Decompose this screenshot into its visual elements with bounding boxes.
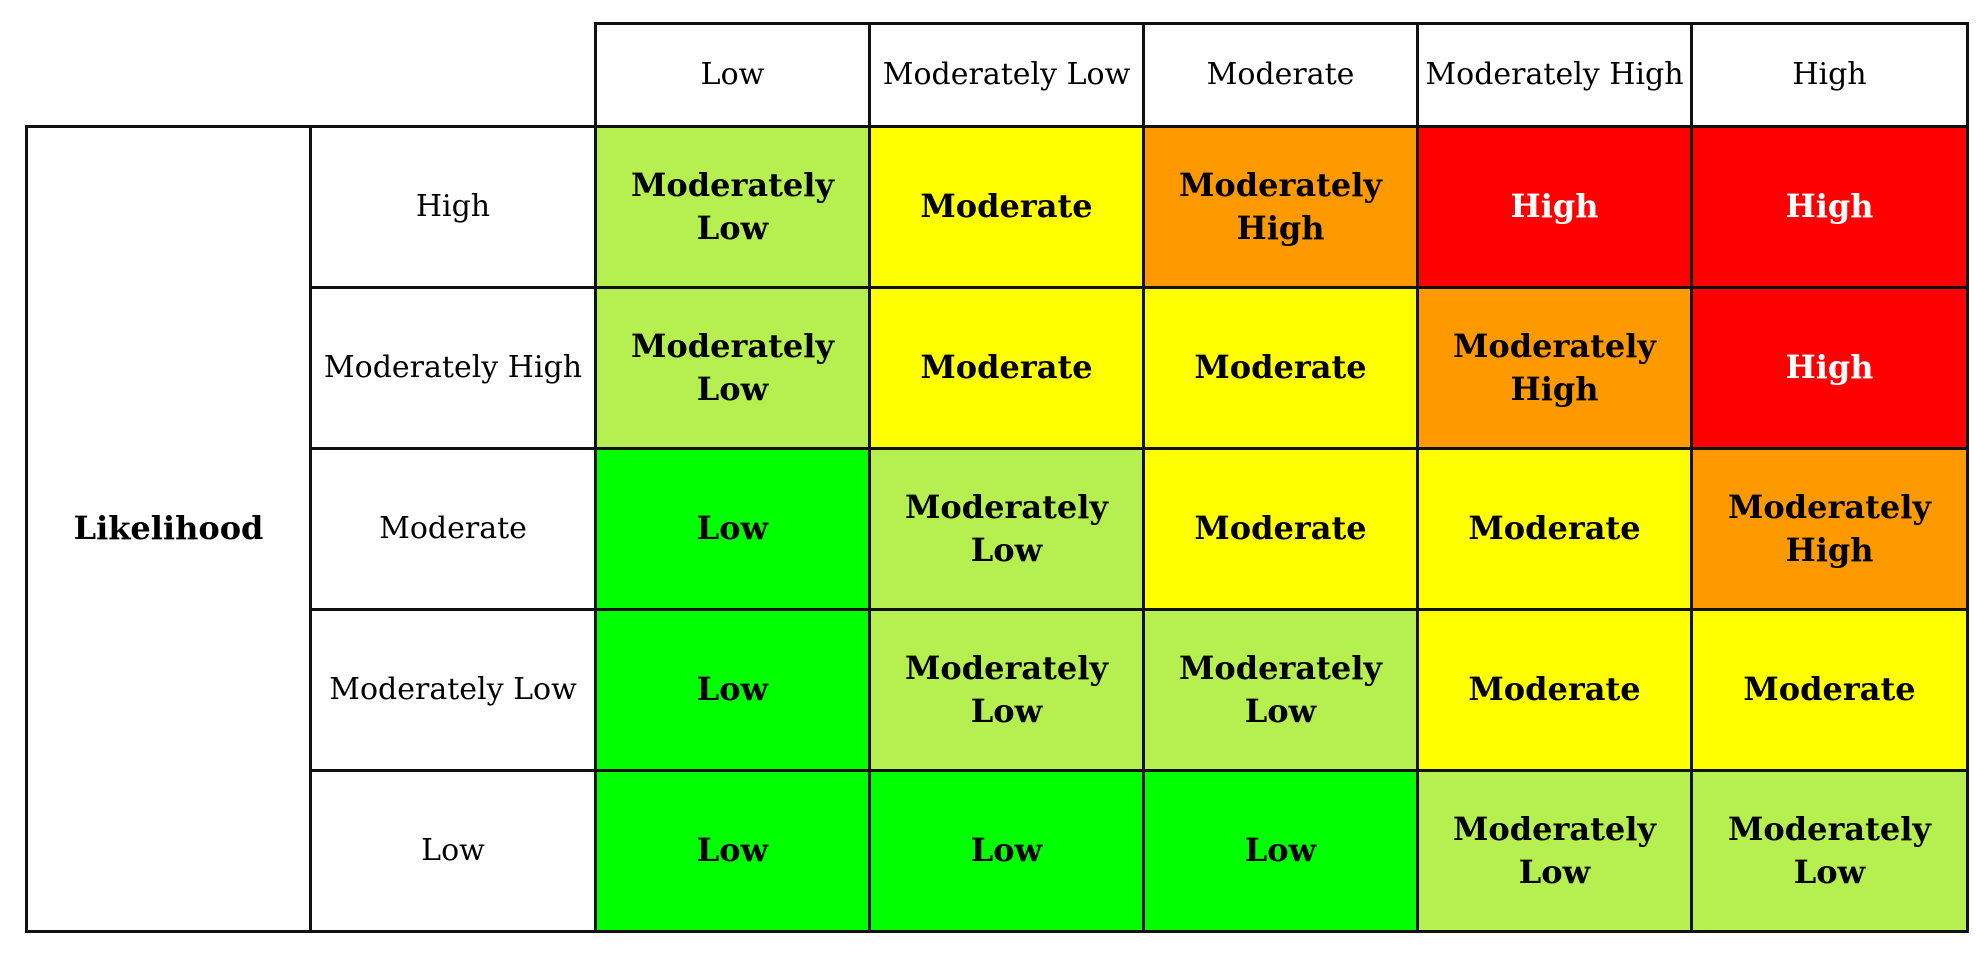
matrix-cell: High bbox=[1416, 125, 1693, 289]
matrix-cell: Moderately High bbox=[1416, 286, 1693, 450]
matrix-cell: Moderate bbox=[1142, 286, 1419, 450]
matrix-row: Low Low Low Low Moderately Low Moderatel… bbox=[27, 769, 1969, 933]
matrix-row: Moderately High Moderately Low Moderate … bbox=[27, 286, 1969, 450]
column-header: Moderately High bbox=[1416, 22, 1693, 128]
column-header-row: Low Moderately Low Moderate Moderately H… bbox=[27, 22, 1969, 128]
matrix-cell: High bbox=[1690, 286, 1969, 450]
matrix-cell: Moderately Low bbox=[1416, 769, 1693, 933]
matrix-cell: High bbox=[1690, 125, 1969, 289]
column-header: Moderately Low bbox=[868, 22, 1145, 128]
matrix-cell: Moderate bbox=[1416, 608, 1693, 772]
row-header: High bbox=[309, 125, 597, 289]
corner-blank bbox=[27, 24, 596, 127]
column-header: Low bbox=[594, 22, 871, 128]
matrix-cell: Moderately Low bbox=[594, 286, 871, 450]
matrix-row: Moderate Low Moderately Low Moderate Mod… bbox=[27, 447, 1969, 611]
matrix-row: Likelihood High Moderately Low Moderate … bbox=[25, 125, 1969, 933]
matrix-cell: Low bbox=[594, 769, 871, 933]
row-header: Moderate bbox=[309, 447, 597, 611]
matrix-cell: Moderate bbox=[868, 125, 1145, 289]
row-header: Moderately Low bbox=[309, 608, 597, 772]
matrix-row: Moderately Low Low Moderately Low Modera… bbox=[27, 608, 1969, 772]
matrix-cell: Low bbox=[1142, 769, 1419, 933]
matrix-cell: Moderately Low bbox=[1690, 769, 1969, 933]
matrix-cell: Moderately Low bbox=[868, 447, 1145, 611]
matrix-cell: Low bbox=[594, 447, 871, 611]
row-header: Low bbox=[309, 769, 597, 933]
column-header: High bbox=[1690, 22, 1969, 128]
matrix-cell: Moderate bbox=[1690, 608, 1969, 772]
matrix-cell: Moderate bbox=[1416, 447, 1693, 611]
matrix-cell: Moderate bbox=[1142, 447, 1419, 611]
matrix-cell: Moderate bbox=[868, 286, 1145, 450]
row-header: Moderately High bbox=[309, 286, 597, 450]
risk-matrix-table: Low Moderately Low Moderate Moderately H… bbox=[25, 22, 1969, 933]
matrix-cell: Moderately High bbox=[1690, 447, 1969, 611]
matrix-cell: Moderately Low bbox=[868, 608, 1145, 772]
matrix-cell: Moderately High bbox=[1142, 125, 1419, 289]
matrix-cell: Moderately Low bbox=[594, 125, 871, 289]
matrix-cell: Moderately Low bbox=[1142, 608, 1419, 772]
column-header: Moderate bbox=[1142, 22, 1419, 128]
matrix-cell: Low bbox=[594, 608, 871, 772]
matrix-cell: Low bbox=[868, 769, 1145, 933]
likelihood-axis-label: Likelihood bbox=[25, 125, 312, 933]
